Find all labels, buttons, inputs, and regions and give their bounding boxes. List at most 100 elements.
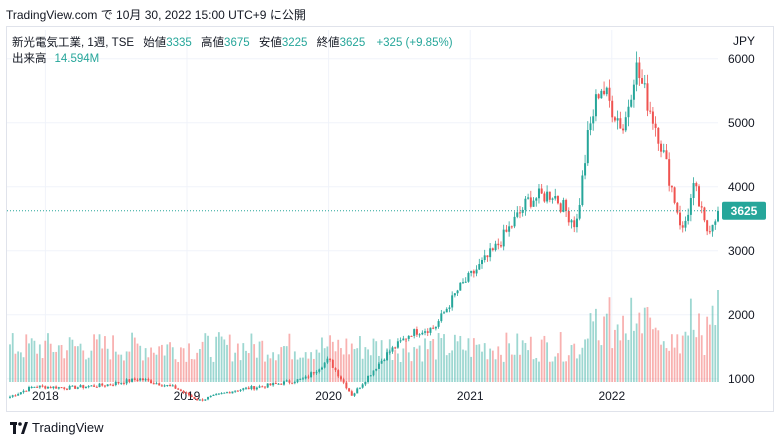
volume-bar: [283, 346, 285, 382]
volume-bar: [193, 359, 196, 382]
volume-bar: [570, 345, 573, 382]
candle-body: [462, 282, 465, 284]
candle-body: [193, 396, 196, 399]
volume-bar: [109, 359, 112, 382]
volume-bar: [418, 345, 421, 382]
volume-bar: [247, 353, 250, 382]
candle-body: [513, 216, 516, 227]
volume-bar: [87, 357, 90, 382]
volume-bar: [133, 337, 136, 382]
open-label: 始値: [143, 37, 167, 49]
volume-bar: [676, 334, 679, 382]
candle-body: [160, 385, 163, 387]
candle-body: [413, 329, 416, 336]
volume-bar: [581, 347, 584, 382]
volume-bar: [627, 339, 630, 382]
volume-bar: [158, 346, 161, 382]
candle-body: [717, 210, 719, 222]
candle-body: [453, 293, 456, 296]
volume-bar: [139, 345, 142, 382]
candle-body: [434, 326, 437, 329]
volume-bar: [128, 351, 131, 382]
volume-bar: [95, 339, 98, 382]
candle-body: [695, 183, 698, 187]
volume-bar: [375, 341, 378, 382]
x-tick-label: 2019: [174, 389, 201, 403]
volume-bar: [562, 361, 565, 382]
volume-bar: [41, 358, 44, 382]
candle-body: [651, 111, 654, 124]
volume-bar: [212, 361, 215, 382]
volume-bar: [616, 324, 619, 382]
candle-body: [627, 106, 630, 118]
candle-body: [377, 363, 380, 369]
candle-body: [497, 243, 500, 246]
volume-bar: [557, 353, 559, 382]
candle-body: [502, 229, 505, 247]
volume-bar: [291, 359, 294, 382]
volume-bar: [11, 333, 14, 382]
volume-bar: [470, 356, 473, 382]
candle-body: [611, 100, 614, 118]
candle-body: [440, 313, 443, 322]
candle-body: [372, 370, 375, 376]
candle-body: [605, 87, 608, 95]
candle-body: [448, 307, 451, 309]
volume-bar: [288, 333, 291, 382]
volume-bar: [679, 353, 681, 382]
candle-body: [600, 90, 603, 99]
volume-bar: [426, 349, 429, 382]
volume-bar: [359, 336, 361, 382]
volume-bar: [353, 349, 356, 382]
candle-body: [122, 382, 125, 384]
candle-body: [467, 272, 470, 282]
candle-body: [63, 387, 66, 389]
x-tick-label: 2022: [598, 389, 625, 403]
volume-bar: [367, 349, 369, 382]
candle-body: [98, 383, 101, 388]
candle-body: [226, 392, 229, 394]
volume-bar: [510, 354, 513, 382]
volume-bar: [600, 345, 603, 382]
volume-bar: [529, 336, 532, 382]
candle-body: [212, 394, 215, 396]
candle-body: [624, 117, 627, 131]
candle-body: [426, 331, 429, 333]
candle-body: [36, 386, 39, 388]
volume-bar: [649, 317, 652, 382]
candle-body: [141, 378, 144, 381]
volume-bar: [413, 347, 416, 382]
candle-body: [673, 187, 676, 203]
candle-body: [109, 384, 112, 386]
candle-body: [171, 385, 174, 387]
volume-bar: [231, 361, 234, 382]
candle-body: [410, 335, 413, 337]
volume-bar: [657, 330, 660, 382]
candle-body: [521, 209, 524, 213]
candle-body: [415, 329, 418, 335]
candle-body: [481, 259, 483, 265]
candle-body: [74, 385, 77, 389]
volume-bar: [551, 361, 554, 382]
candle-body: [27, 387, 30, 392]
volume-bar: [508, 343, 511, 382]
candle-body: [274, 383, 277, 385]
candle-body: [245, 387, 247, 389]
volume-bar: [538, 361, 540, 382]
volume-bar: [646, 307, 649, 382]
volume-bar: [150, 347, 152, 382]
candle-body: [269, 383, 272, 386]
x-tick-label: 2021: [457, 389, 484, 403]
candle-body: [125, 379, 128, 384]
candle-body: [84, 386, 87, 388]
candle-body: [396, 341, 399, 348]
volume-bar: [681, 335, 684, 382]
volume-bar: [453, 334, 456, 382]
volume-bar: [66, 350, 68, 382]
candle-body: [250, 386, 253, 390]
volume-bar: [641, 333, 643, 382]
candle-body: [646, 83, 649, 111]
candle-body: [133, 378, 136, 380]
volume-bar: [462, 349, 464, 382]
